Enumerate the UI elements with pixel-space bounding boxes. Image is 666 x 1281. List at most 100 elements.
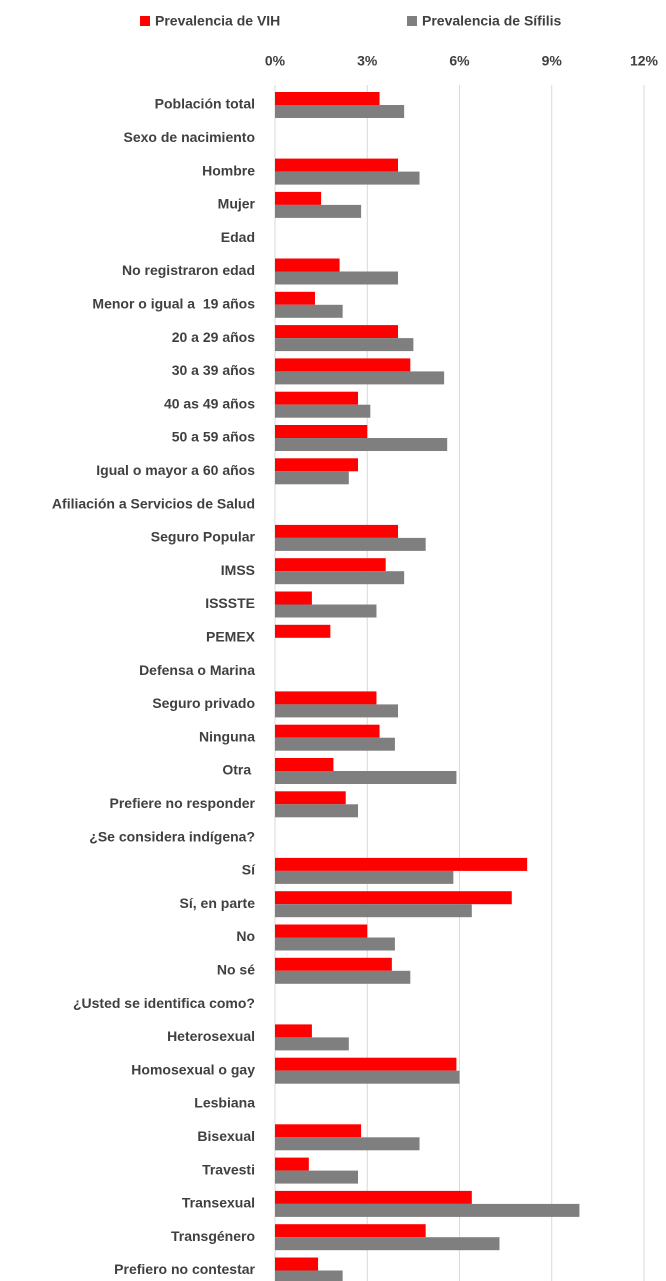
y-tick-label: Sí, en parte xyxy=(180,895,256,911)
bar xyxy=(275,391,359,405)
bar xyxy=(275,737,395,751)
bar xyxy=(275,204,362,218)
y-tick-label: Heterosexual xyxy=(167,1028,255,1044)
y-tick-label: Población total xyxy=(155,96,255,112)
bar xyxy=(275,1237,500,1251)
bar xyxy=(275,471,349,485)
bar xyxy=(275,957,392,971)
y-tick-label: Defensa o Marina xyxy=(139,662,255,678)
y-tick-label: Hombre xyxy=(202,162,255,178)
bar xyxy=(275,1037,349,1051)
bar xyxy=(275,904,472,918)
bar xyxy=(275,970,411,984)
y-tick-label: Bisexual xyxy=(197,1128,255,1144)
bar xyxy=(275,158,398,172)
legend-swatch xyxy=(140,16,150,26)
bar xyxy=(275,791,346,805)
bar xyxy=(275,537,426,551)
y-tick-label: Transgénero xyxy=(171,1228,255,1244)
y-tick-label: Menor o igual a 19 años xyxy=(92,296,255,312)
y-tick-label: ¿Usted se identifica como? xyxy=(73,995,255,1011)
bar xyxy=(275,771,457,784)
x-tick-label: 12% xyxy=(630,53,659,69)
y-tick-label: No registraron edad xyxy=(122,262,255,278)
bar xyxy=(275,291,315,305)
y-tick-label: Ninguna xyxy=(199,728,255,744)
y-tick-label: Sí xyxy=(242,862,256,878)
bar xyxy=(275,338,414,352)
bar xyxy=(275,105,405,118)
y-tick-label: Afiliación a Servicios de Salud xyxy=(52,495,255,511)
y-tick-label: Homosexual o gay xyxy=(131,1061,255,1077)
legend-label: Prevalencia de Sífilis xyxy=(422,13,562,29)
y-tick-label: Igual o mayor a 60 años xyxy=(96,462,255,478)
bar xyxy=(275,1270,343,1281)
y-tick-label: No xyxy=(236,928,255,944)
y-tick-label: Edad xyxy=(221,229,255,245)
bar xyxy=(275,191,322,205)
bar xyxy=(275,1190,472,1204)
y-tick-label: 40 as 49 años xyxy=(164,395,255,411)
y-tick-label: Mujer xyxy=(218,196,256,212)
bar xyxy=(275,804,359,818)
y-tick-label: Otra xyxy=(222,762,255,778)
bar xyxy=(275,1137,420,1151)
bar xyxy=(275,171,420,185)
bar xyxy=(275,591,312,605)
bar xyxy=(275,1224,426,1238)
bar xyxy=(275,425,368,438)
bar xyxy=(275,870,454,884)
bar xyxy=(275,857,528,871)
y-tick-label: Travesti xyxy=(202,1161,255,1177)
bar xyxy=(275,624,331,638)
y-tick-label: Transexual xyxy=(182,1195,255,1211)
y-tick-label: 30 a 39 años xyxy=(172,362,255,378)
bar xyxy=(275,92,380,105)
y-tick-label: Prefiero no contestar xyxy=(114,1261,255,1277)
bar xyxy=(275,1170,359,1184)
bar xyxy=(275,1070,460,1084)
y-tick-label: 50 a 59 años xyxy=(172,429,255,445)
bar xyxy=(275,404,371,418)
bar xyxy=(275,1024,312,1038)
y-tick-label: No sé xyxy=(217,962,255,978)
bar xyxy=(275,724,380,738)
bar xyxy=(275,558,386,572)
y-tick-label: Seguro privado xyxy=(152,695,255,711)
bar xyxy=(275,691,377,705)
bar xyxy=(275,1057,457,1071)
bar xyxy=(275,758,334,771)
bar xyxy=(275,258,340,272)
bar xyxy=(275,1157,309,1171)
bar xyxy=(275,1124,362,1138)
bar xyxy=(275,924,368,938)
y-tick-label: ISSSTE xyxy=(205,595,255,611)
bar xyxy=(275,358,411,372)
y-tick-label: IMSS xyxy=(221,562,255,578)
y-tick-label: Prefiere no responder xyxy=(110,795,256,811)
bar xyxy=(275,371,445,385)
legend-swatch xyxy=(407,16,417,26)
bar xyxy=(275,891,512,905)
y-tick-label: 20 a 29 años xyxy=(172,329,255,345)
bar xyxy=(275,1203,580,1217)
x-tick-label: 3% xyxy=(357,53,378,69)
bar xyxy=(275,325,398,339)
x-tick-label: 9% xyxy=(542,53,563,69)
bar xyxy=(275,571,405,585)
bar xyxy=(275,1257,319,1271)
bar xyxy=(275,271,398,285)
y-tick-label: PEMEX xyxy=(206,629,256,645)
bar xyxy=(275,604,377,618)
x-tick-label: 6% xyxy=(449,53,470,69)
bar xyxy=(275,438,448,451)
bar xyxy=(275,524,398,538)
y-tick-label: Lesbiana xyxy=(194,1095,255,1111)
legend-label: Prevalencia de VIH xyxy=(155,13,280,29)
y-tick-label: Seguro Popular xyxy=(151,529,256,545)
x-tick-label: 0% xyxy=(265,53,286,69)
y-tick-label: ¿Se considera indígena? xyxy=(89,828,255,844)
bar xyxy=(275,704,398,718)
y-tick-label: Sexo de nacimiento xyxy=(124,129,255,145)
bar xyxy=(275,304,343,318)
